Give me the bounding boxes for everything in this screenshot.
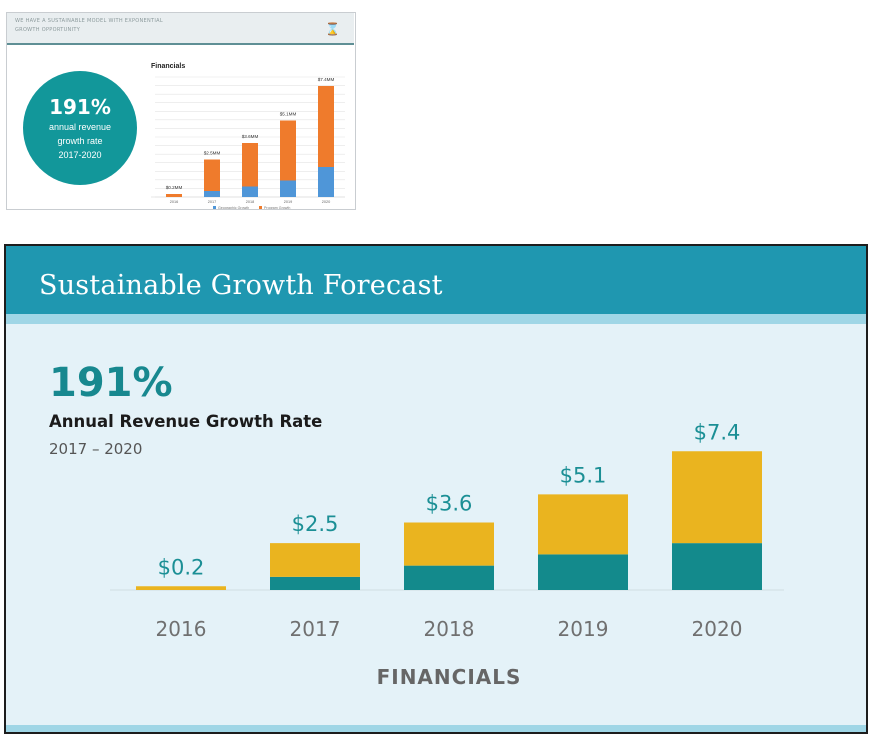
x-tick-label-2019: 2019 [284, 200, 292, 204]
bar-2018-series-1 [242, 186, 258, 197]
hourglass-logo-icon: ⌛ [325, 22, 340, 36]
x-axis-title: FINANCIALS [377, 665, 522, 689]
growth-rate-label: Annual Revenue Growth Rate [49, 412, 323, 431]
legend-swatch-1 [213, 206, 216, 209]
slide-header-stripe [6, 314, 866, 324]
thumbnail-growth-circle: 191% annual revenue growth rate 2017-202… [23, 71, 137, 185]
thumbnail-header-text: We have a sustainable model with exponen… [15, 18, 163, 33]
financials-bar-chart: $0.2 2016 $2.5 2017 $3.6 2018 $5.1 2019 $7.4 2020… [110, 420, 784, 689]
bar-2020-series-2 [318, 86, 334, 167]
bar-2020-series-2 [672, 451, 762, 544]
thumbnail-growth-line3: 2017-2020 [58, 150, 102, 160]
main-slide: Sustainable Growth Forecast 191% Annual … [4, 244, 868, 734]
bar-2019-series-2 [280, 120, 296, 181]
bar-2020-series-1 [672, 543, 762, 590]
legend-label-1: Geographic Growth [218, 206, 249, 210]
bar-2017-series-2 [270, 543, 360, 577]
bar-2016-series-2 [166, 194, 182, 197]
x-tick-label-2018: 2018 [424, 617, 475, 641]
value-label-2020: $7.4MM [318, 77, 335, 82]
growth-percent: 191% [49, 360, 173, 406]
legend-swatch-2 [259, 206, 262, 209]
x-tick-label-2017: 2017 [208, 200, 216, 204]
slide-footer-stripe [6, 725, 866, 732]
x-tick-label-2018: 2018 [246, 200, 254, 204]
bar-2020-series-1 [318, 167, 334, 197]
x-tick-label-2020: 2020 [692, 617, 743, 641]
bar-2019-series-2 [538, 494, 628, 555]
bar-2018-series-2 [404, 522, 494, 566]
bar-2018-series-1 [404, 565, 494, 590]
slide-header: Sustainable Growth Forecast [6, 246, 866, 314]
thumbnail-header: We have a sustainable model with exponen… [7, 13, 354, 47]
x-tick-label-2017: 2017 [290, 617, 341, 641]
thumbnail-financials-chart: $0.2MM 2016 $2.5MM 2017 $3.6MM 2018 $5.1MM 2019… [151, 76, 345, 210]
x-tick-label-2020: 2020 [322, 200, 330, 204]
thumbnail-chart-title: Financials [151, 63, 186, 70]
bar-2019-series-1 [538, 554, 628, 590]
thumbnail-growth-line2: growth rate [57, 136, 103, 146]
growth-rate-years: 2017 – 2020 [49, 440, 143, 458]
bar-2017-series-1 [204, 191, 220, 197]
slide-title: Sustainable Growth Forecast [39, 270, 443, 301]
thumbnail-growth-line1: annual revenue [48, 122, 112, 132]
bar-2017-series-1 [270, 576, 360, 590]
bar-2016-series-2 [136, 586, 226, 590]
legend-label-2: Program Growth [264, 206, 290, 210]
thumbnail-header-bar [7, 13, 354, 45]
value-label-2017: $2.5 [292, 512, 339, 536]
value-label-2019: $5.1MM [280, 112, 297, 117]
x-tick-label-2016: 2016 [170, 200, 178, 204]
value-label-2016: $0.2 [158, 555, 205, 579]
value-label-2016: $0.2MM [166, 185, 183, 190]
x-tick-label-2016: 2016 [156, 617, 207, 641]
value-label-2018: $3.6MM [242, 134, 259, 139]
bar-2019-series-1 [280, 180, 296, 197]
bar-2018-series-2 [242, 143, 258, 187]
value-label-2017: $2.5MM [204, 151, 221, 156]
x-tick-label-2019: 2019 [558, 617, 609, 641]
thumbnail-growth-percent: 191% [49, 95, 111, 119]
value-label-2019: $5.1 [560, 463, 607, 487]
thumbnail-slide[interactable]: We have a sustainable model with exponen… [6, 12, 356, 210]
value-label-2020: $7.4 [694, 420, 741, 444]
value-label-2018: $3.6 [426, 492, 473, 516]
bar-2017-series-2 [204, 159, 220, 191]
